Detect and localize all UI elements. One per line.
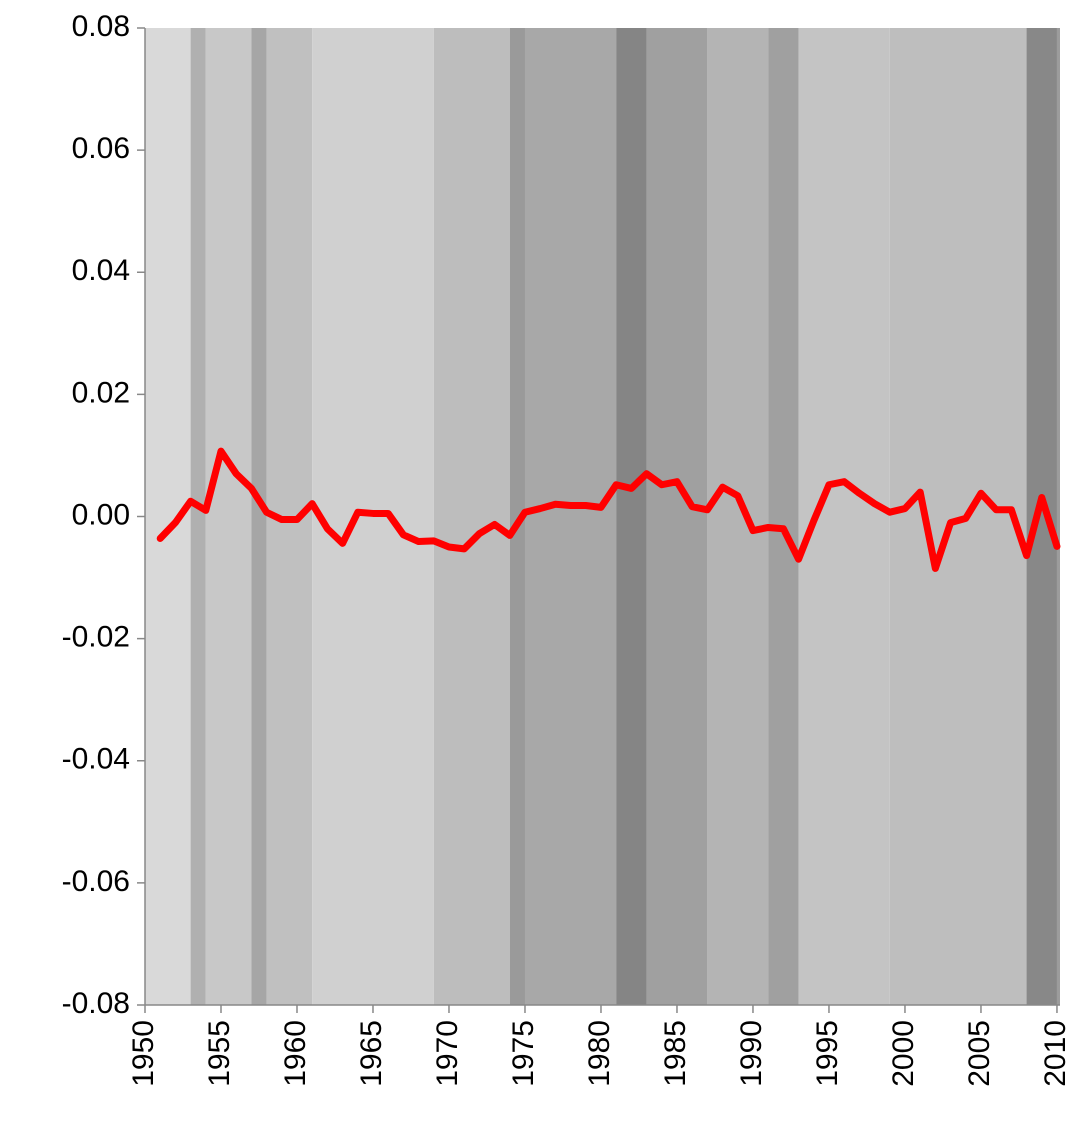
background-band <box>616 28 647 1005</box>
y-tick-label: 0.06 <box>72 132 130 165</box>
y-tick-label: -0.08 <box>62 987 130 1020</box>
background-band <box>524 28 617 1005</box>
x-tick-label: 1960 <box>279 1020 312 1087</box>
data-line <box>156 447 1061 572</box>
x-tick-label: 1950 <box>127 1020 160 1087</box>
y-tick-label: 0.08 <box>72 10 130 43</box>
x-tick-label: 1970 <box>431 1020 464 1087</box>
background-band <box>1056 28 1060 1005</box>
background-band <box>251 28 267 1005</box>
x-tick-label: 1985 <box>659 1020 692 1087</box>
x-tick-label: 2000 <box>887 1020 920 1087</box>
background-band <box>1026 28 1057 1005</box>
x-tick-label: 1990 <box>735 1020 768 1087</box>
x-tick-label: 2010 <box>1039 1020 1072 1087</box>
x-tick-label: 1980 <box>583 1020 616 1087</box>
background-band <box>707 28 769 1005</box>
y-tick-label: 0.04 <box>72 254 130 287</box>
x-tick-label: 1995 <box>811 1020 844 1087</box>
background-band <box>768 28 799 1005</box>
background-band <box>205 28 252 1005</box>
x-tick-label: 1975 <box>507 1020 540 1087</box>
background-band <box>889 28 1027 1005</box>
y-tick-label: -0.06 <box>62 865 130 898</box>
x-tick-label: 2005 <box>963 1020 996 1087</box>
background-band <box>646 28 708 1005</box>
y-tick-label: -0.04 <box>62 743 130 776</box>
background-band <box>190 28 206 1005</box>
y-tick-label: 0.00 <box>72 498 130 531</box>
background-band <box>509 28 525 1005</box>
y-tick-label: -0.02 <box>62 621 130 654</box>
y-tick-label: 0.02 <box>72 376 130 409</box>
background-band <box>433 28 510 1005</box>
x-tick-label: 1955 <box>203 1020 236 1087</box>
x-tick-label: 1965 <box>355 1020 388 1087</box>
